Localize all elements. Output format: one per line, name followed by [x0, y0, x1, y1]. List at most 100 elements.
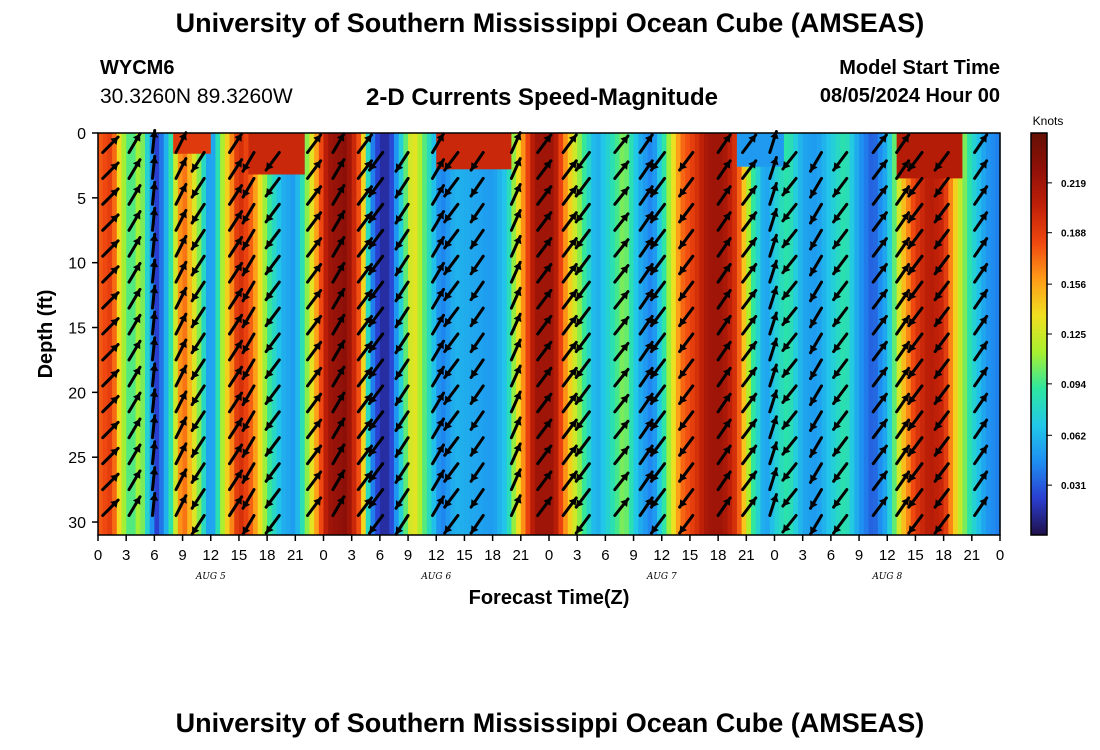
current-vector: [536, 366, 553, 388]
current-vector: [907, 462, 924, 483]
colorbar-tick-label: 0.094: [1061, 380, 1086, 391]
heatmap-cell: [675, 133, 682, 535]
current-vector: [638, 366, 654, 388]
current-vector: [356, 340, 373, 362]
current-vector: [809, 384, 823, 407]
current-vector: [174, 131, 188, 154]
heatmap-cell: [915, 133, 921, 535]
current-vector: [443, 254, 460, 276]
current-vector: [443, 228, 460, 250]
current-vector: [443, 151, 460, 172]
y-tick-label: 15: [68, 321, 86, 338]
current-vector: [536, 418, 553, 440]
heatmap-cell: [220, 133, 226, 535]
heatmap-cell: [473, 133, 480, 535]
current-vector: [973, 418, 989, 440]
current-vector: [190, 228, 206, 251]
current-vector: [394, 462, 410, 484]
heatmap-cell: [929, 133, 935, 535]
current-vector: [871, 314, 888, 336]
x-tick-label: 15: [456, 547, 473, 564]
current-vector: [394, 514, 410, 536]
current-vector: [509, 494, 522, 517]
current-vector: [306, 185, 323, 206]
x-axis-label: Forecast Time(Z): [469, 587, 630, 609]
current-vector: [306, 470, 323, 492]
current-vector: [781, 358, 798, 378]
current-vector: [907, 384, 924, 405]
heatmap-cell: [614, 133, 621, 535]
current-vector: [933, 462, 950, 483]
heatmap-cell: [309, 133, 315, 535]
heatmap-cell: [285, 133, 292, 535]
heatmap-cell: [253, 133, 259, 535]
current-vector: [907, 228, 924, 250]
current-vector: [907, 280, 924, 302]
current-vector: [638, 133, 654, 154]
current-vector: [368, 410, 385, 431]
current-vector: [509, 234, 522, 258]
current-vector: [649, 410, 667, 431]
heatmap-cell: [995, 133, 1001, 535]
heatmap-cell: [464, 133, 470, 535]
current-vector: [127, 391, 142, 414]
heatmap-cell: [938, 133, 945, 535]
current-vector: [933, 306, 950, 328]
current-vector: [264, 384, 281, 405]
current-vector: [356, 159, 373, 180]
current-vector: [933, 151, 950, 172]
current-vector: [574, 228, 591, 250]
heatmap-cell: [948, 133, 954, 535]
current-vector: [809, 202, 823, 225]
current-vector: [149, 258, 159, 284]
heatmap-cell: [262, 133, 268, 535]
heatmap-cell: [591, 133, 597, 535]
current-vector: [574, 384, 591, 405]
current-vector: [809, 306, 823, 329]
current-vector: [741, 263, 758, 284]
current-vector: [832, 436, 849, 457]
heatmap-cell: [558, 133, 564, 535]
current-vector: [716, 366, 732, 388]
current-vector: [264, 410, 281, 431]
heatmap-cell: [168, 133, 174, 535]
heatmap-cell: [774, 133, 780, 535]
current-vector: [368, 332, 385, 354]
current-vector: [678, 202, 695, 224]
current-vector: [228, 261, 244, 284]
heatmap-cell: [215, 133, 221, 535]
current-vector: [871, 366, 888, 388]
current-vector: [678, 306, 695, 328]
current-vector: [174, 234, 188, 258]
current-vector: [356, 418, 373, 440]
x-tick-label: 21: [738, 547, 755, 564]
current-vector: [149, 492, 159, 517]
current-vector: [933, 280, 950, 302]
current-vector: [101, 239, 120, 258]
current-vector: [781, 488, 798, 508]
current-vector: [368, 306, 385, 328]
current-vector: [536, 289, 553, 310]
heatmap-cell: [943, 133, 949, 535]
current-vector: [973, 289, 989, 310]
current-vector: [306, 211, 323, 232]
current-vector: [832, 358, 849, 379]
current-vector: [561, 133, 578, 154]
current-vector: [469, 202, 485, 224]
chart-subtitle: 2-D Currents Speed-Magnitude: [366, 84, 719, 111]
heatmap-cell: [835, 133, 841, 535]
heatmap-cell: [450, 133, 456, 535]
current-vector: [768, 311, 779, 336]
current-vector: [781, 410, 798, 430]
station-coordinates: 30.3260N 89.3260W: [100, 85, 293, 108]
current-vector: [741, 418, 758, 440]
heatmap-cell: [736, 133, 743, 535]
heatmap-cell: [802, 133, 808, 535]
heatmap-cell: [708, 133, 715, 535]
current-vector: [264, 151, 281, 172]
current-vector: [469, 254, 485, 276]
heatmap-cell: [422, 133, 428, 535]
current-vector: [638, 418, 654, 440]
current-vector: [306, 159, 323, 180]
heatmap-cell: [840, 133, 846, 535]
